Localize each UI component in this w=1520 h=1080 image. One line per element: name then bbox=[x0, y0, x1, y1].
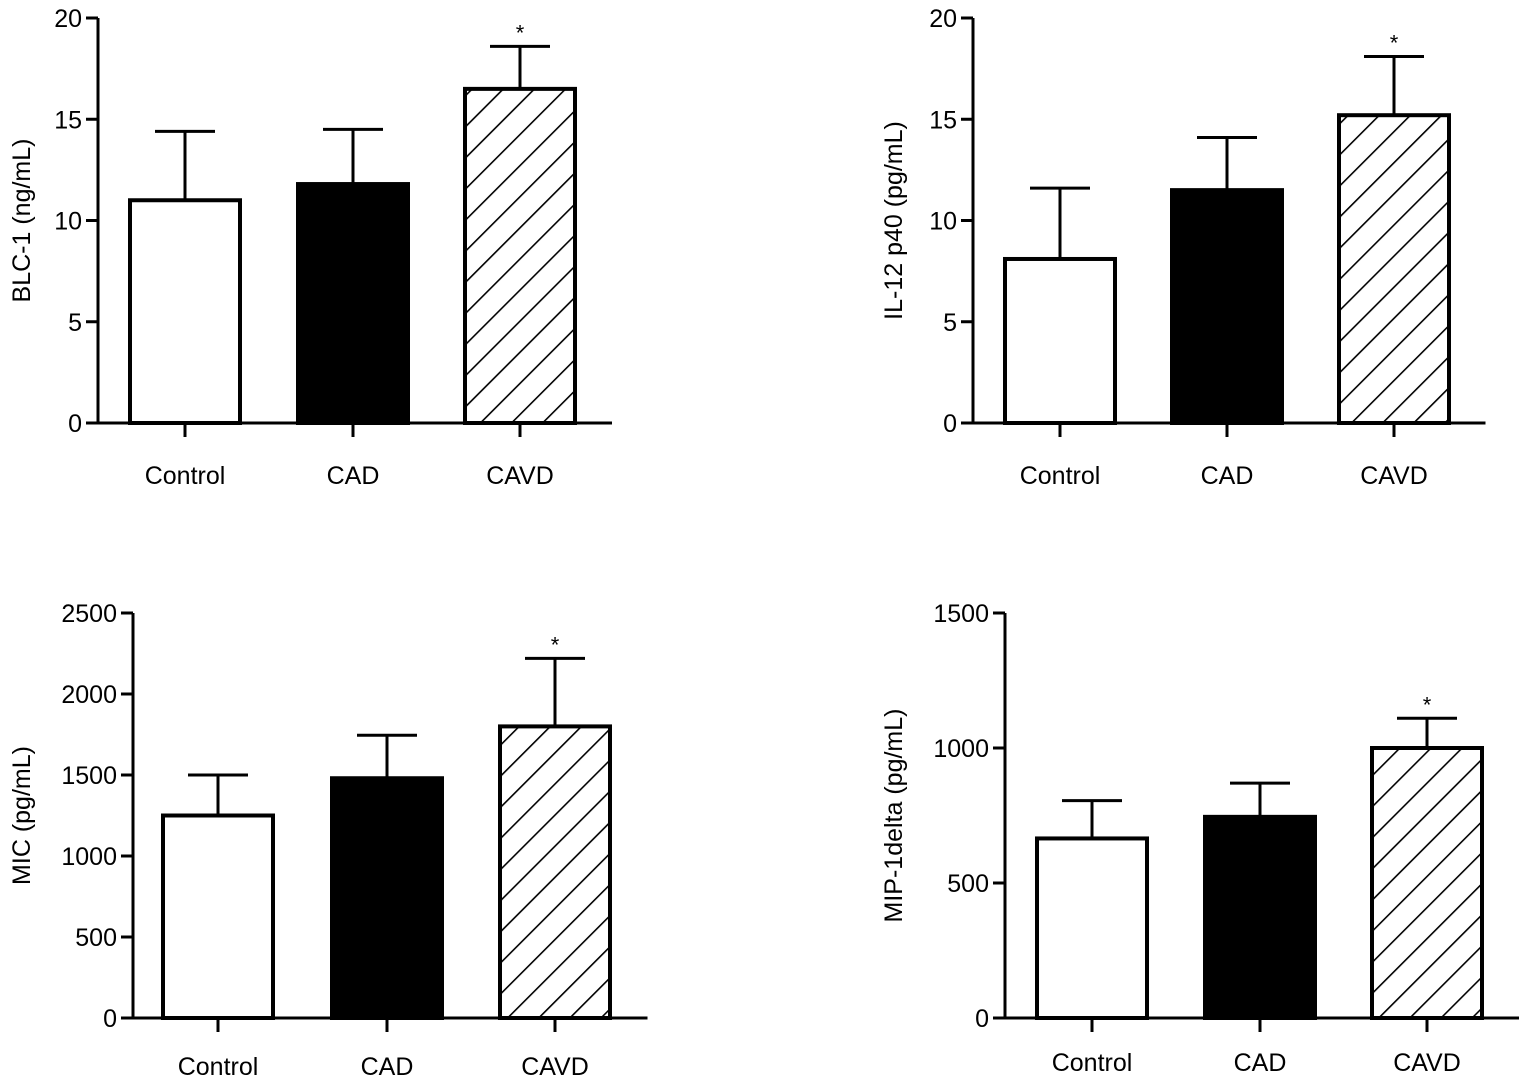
bar-control bbox=[128, 198, 242, 425]
y-tick-label: 1000 bbox=[933, 735, 989, 763]
bar-cad bbox=[1203, 814, 1317, 1020]
y-tick-label: 500 bbox=[947, 870, 989, 898]
panel-mip1delta: 0 500 1000 1500 MIP-1delta (pg/mL) Control CAD… bbox=[880, 600, 1519, 1077]
y-tick-label: 20 bbox=[929, 5, 957, 33]
y-tick-label: 0 bbox=[68, 410, 82, 438]
bar-control bbox=[1003, 256, 1117, 425]
category-label: CAVD bbox=[486, 462, 554, 490]
category-label: Control bbox=[178, 1053, 259, 1080]
category-label: CAVD bbox=[521, 1053, 589, 1080]
y-tick-label: 15 bbox=[929, 106, 957, 134]
significance-marker: * bbox=[1423, 692, 1432, 717]
panel-mic: 0 500 1000 1500 2000 2500 MIC (pg/mL) Control CA… bbox=[8, 600, 648, 1080]
bar-control bbox=[1035, 836, 1149, 1021]
y-axis-title: MIC (pg/mL) bbox=[8, 746, 36, 885]
bar-cavd bbox=[463, 86, 577, 425]
y-tick-label: 15 bbox=[54, 106, 82, 134]
y-tick-label: 2500 bbox=[61, 600, 117, 628]
y-tick-label: 0 bbox=[103, 1005, 117, 1033]
bar-control bbox=[161, 813, 275, 1020]
category-label: CAD bbox=[1201, 462, 1254, 490]
y-axis-title: IL-12 p40 (pg/mL) bbox=[880, 121, 908, 320]
bar-cavd bbox=[498, 724, 612, 1021]
y-tick-label: 10 bbox=[929, 208, 957, 236]
y-tick-label: 0 bbox=[943, 410, 957, 438]
y-tick-label: 20 bbox=[54, 5, 82, 33]
bar-cavd bbox=[1370, 746, 1484, 1020]
category-label: CAD bbox=[361, 1053, 414, 1080]
y-tick-label: 1000 bbox=[61, 843, 117, 871]
bar-cavd bbox=[1337, 113, 1451, 425]
y-tick-label: 10 bbox=[54, 208, 82, 236]
y-tick-label: 1500 bbox=[61, 762, 117, 790]
y-tick-label: 2000 bbox=[61, 681, 117, 709]
y-tick-label: 0 bbox=[975, 1005, 989, 1033]
bar-cad bbox=[1170, 188, 1284, 425]
category-label: CAD bbox=[327, 462, 380, 490]
significance-marker: * bbox=[516, 20, 525, 45]
y-tick-label: 1500 bbox=[933, 600, 989, 628]
significance-marker: * bbox=[551, 632, 560, 657]
y-tick-label: 5 bbox=[68, 309, 82, 337]
y-axis-title: BLC-1 (ng/mL) bbox=[8, 139, 36, 303]
bar-cad bbox=[296, 182, 410, 425]
category-label: CAVD bbox=[1360, 462, 1428, 490]
bar-cad bbox=[330, 776, 444, 1020]
category-label: Control bbox=[1020, 462, 1101, 490]
panel-blc1: 0 5 10 15 20 BLC-1 (ng/mL) Control CAD CAVD * bbox=[8, 5, 612, 490]
category-label: CAD bbox=[1234, 1049, 1287, 1077]
y-axis-title: MIP-1delta (pg/mL) bbox=[880, 709, 908, 923]
significance-marker: * bbox=[1390, 30, 1399, 55]
panel-il12-p40: 0 5 10 15 20 IL-12 p40 (pg/mL) Control CAD CAVD * bbox=[880, 5, 1486, 490]
category-label: CAVD bbox=[1393, 1049, 1461, 1077]
y-tick-label: 5 bbox=[943, 309, 957, 337]
y-tick-label: 500 bbox=[75, 924, 117, 952]
category-label: Control bbox=[145, 462, 226, 490]
category-label: Control bbox=[1052, 1049, 1133, 1077]
